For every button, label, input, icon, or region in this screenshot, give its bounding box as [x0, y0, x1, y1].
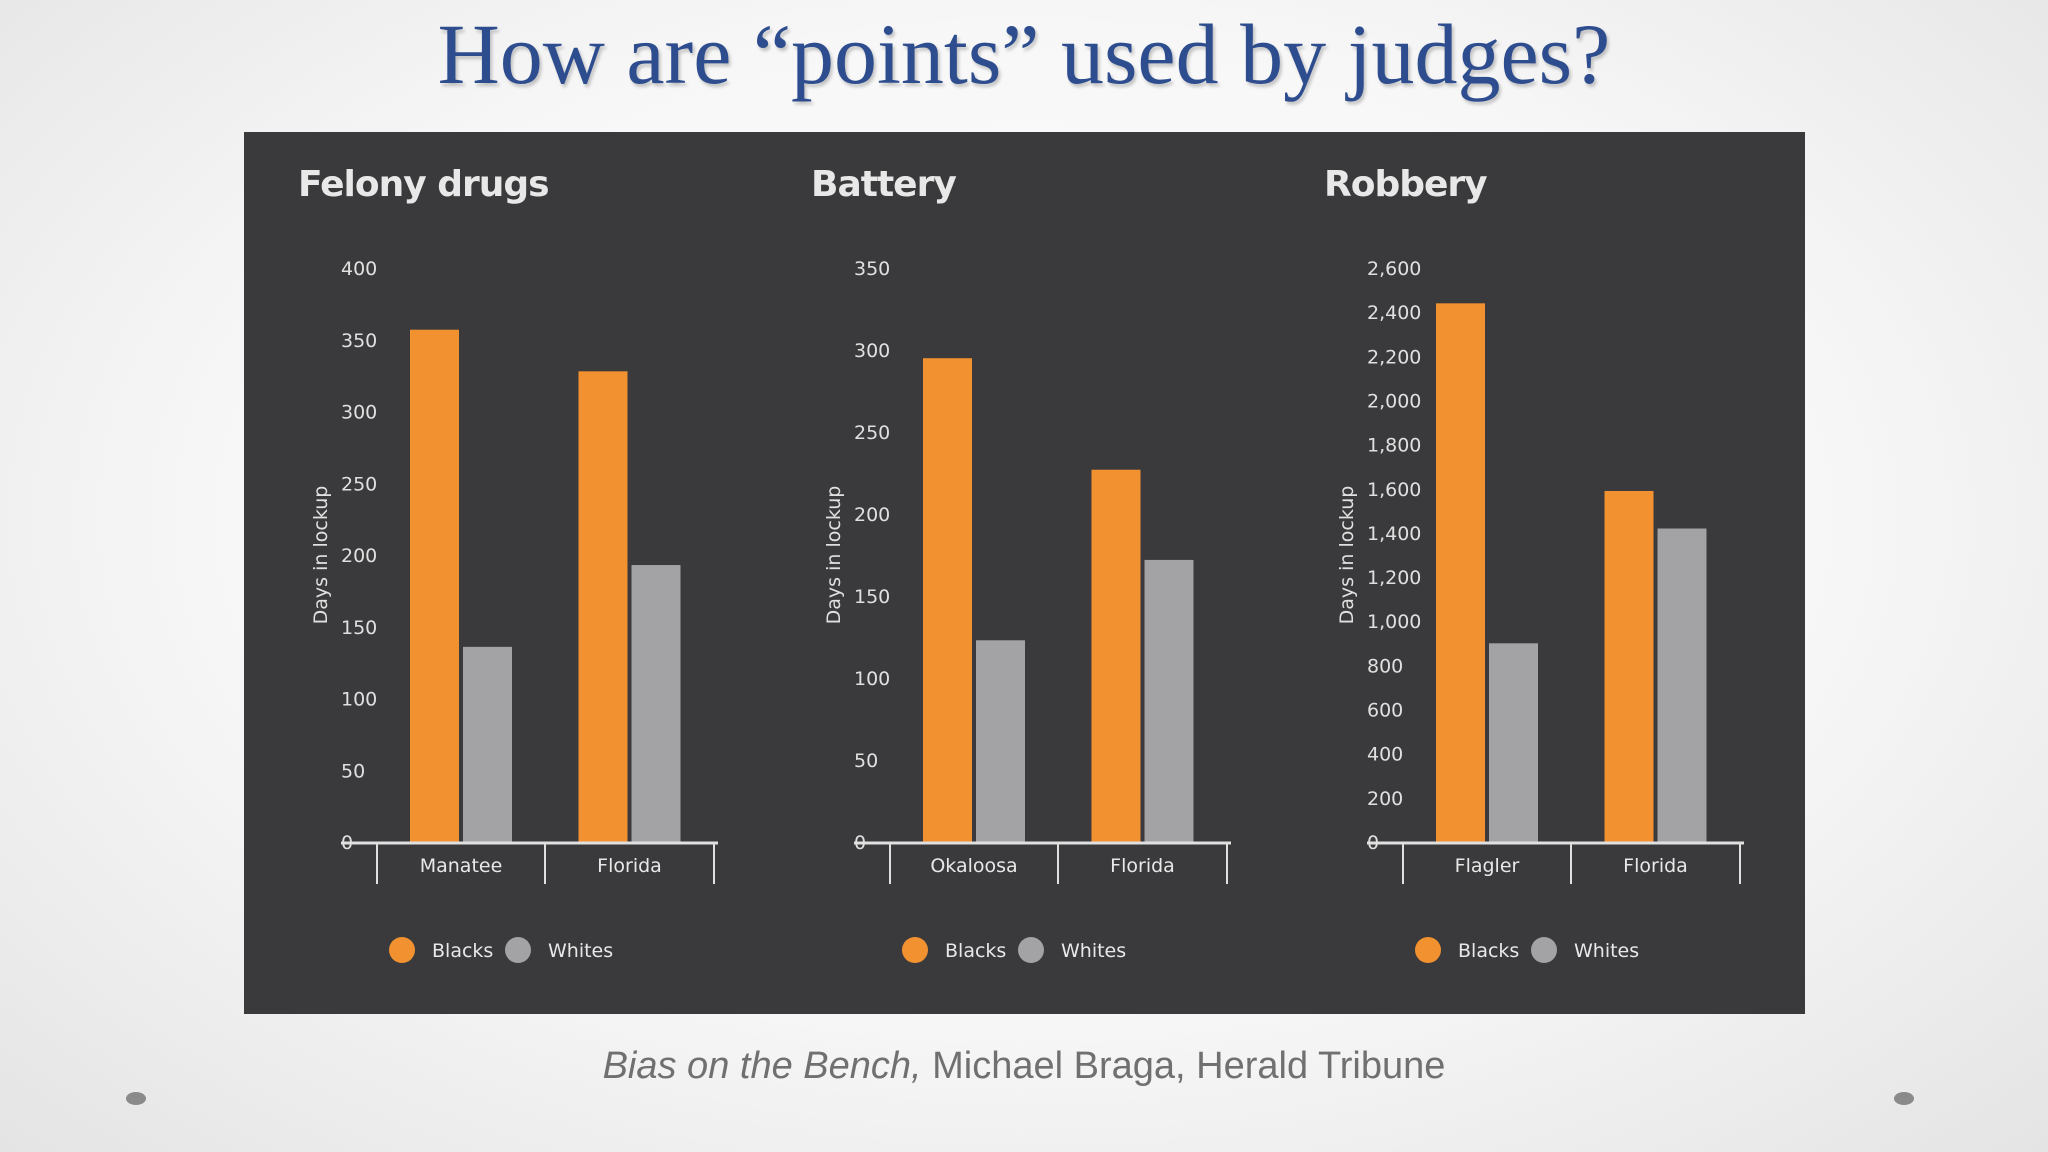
right-slide-dot — [1894, 1092, 1914, 1105]
legend-label-whites: Whites — [548, 940, 613, 962]
y-tick-label: 50 — [854, 750, 878, 772]
bar-whites-manatee — [463, 646, 512, 842]
y-tick-label: 600 — [1367, 700, 1403, 722]
y-tick-label: 250 — [341, 473, 377, 495]
x-category-label: Florida — [597, 855, 662, 877]
legend-label-blacks: Blacks — [432, 940, 493, 962]
chart-title: Robbery — [1324, 164, 1487, 205]
y-tick-label: 2,400 — [1367, 302, 1421, 324]
y-tick-label: 350 — [341, 330, 377, 352]
bar-blacks-florida — [1091, 469, 1141, 842]
bar-whites-florida — [1657, 528, 1707, 842]
y-tick-label: 400 — [341, 258, 377, 280]
legend-marker-whites — [505, 937, 531, 963]
source-caption: Bias on the Bench, Michael Braga, Herald… — [0, 1045, 2048, 1088]
y-tick-label: 100 — [341, 689, 377, 711]
bar-blacks-florida — [578, 371, 628, 842]
y-tick-label: 300 — [341, 402, 377, 424]
x-category-label: Manatee — [420, 855, 503, 877]
chart-panel: Felony drugs Days in lockup 0 50 100 150 200 25… — [244, 132, 1805, 1014]
x-category-label: Okaloosa — [930, 855, 1017, 877]
legend-marker-blacks — [902, 937, 928, 963]
y-tick-label: 350 — [854, 258, 890, 280]
y-tick-label: 800 — [1367, 655, 1403, 677]
legend-label-whites: Whites — [1061, 940, 1126, 962]
y-tick-label: 2,000 — [1367, 390, 1421, 412]
chart-title: Felony drugs — [298, 164, 549, 205]
y-tick-label: 1,000 — [1367, 611, 1421, 633]
x-category-label: Florida — [1110, 855, 1175, 877]
caption-italic: Bias on the Bench, — [602, 1045, 922, 1087]
y-tick-label: 200 — [1367, 788, 1403, 810]
bar-whites-florida — [1144, 559, 1194, 842]
y-tick-label: 300 — [854, 340, 890, 362]
y-tick-label: 50 — [341, 760, 365, 782]
y-tick-label: 100 — [854, 668, 890, 690]
chart-title: Battery — [811, 164, 956, 205]
y-tick-label: 250 — [854, 422, 890, 444]
y-tick-label: 2,200 — [1367, 346, 1421, 368]
y-tick-label: 2,600 — [1367, 258, 1421, 280]
y-tick-label: 1,800 — [1367, 435, 1421, 457]
y-axis-label: Days in lockup — [823, 486, 845, 625]
bar-blacks-okaloosa — [923, 358, 972, 842]
caption-rest: Michael Braga, Herald Tribune — [921, 1045, 1446, 1087]
y-tick-label: 200 — [854, 504, 890, 526]
legend-marker-whites — [1018, 937, 1044, 963]
x-category-label: Flagler — [1455, 855, 1520, 877]
bar-whites-okaloosa — [976, 640, 1025, 842]
bar-whites-flagler — [1489, 643, 1538, 842]
x-category-label: Florida — [1623, 855, 1688, 877]
bar-blacks-manatee — [410, 329, 459, 842]
slide-title: How are “points” used by judges? — [437, 6, 1611, 102]
y-tick-label: 1,400 — [1367, 523, 1421, 545]
y-axis-label: Days in lockup — [310, 486, 332, 625]
y-tick-label: 200 — [341, 545, 377, 567]
bar-blacks-florida — [1604, 490, 1654, 842]
y-tick-label: 400 — [1367, 744, 1403, 766]
y-axis-label: Days in lockup — [1336, 486, 1358, 625]
y-tick-label: 1,600 — [1367, 479, 1421, 501]
bar-blacks-flagler — [1436, 303, 1485, 842]
y-tick-label: 150 — [341, 617, 377, 639]
legend-label-whites: Whites — [1574, 940, 1639, 962]
y-tick-label: 1,200 — [1367, 567, 1421, 589]
legend-label-blacks: Blacks — [1458, 940, 1519, 962]
legend-marker-blacks — [389, 937, 415, 963]
y-tick-label: 150 — [854, 586, 890, 608]
legend-marker-whites — [1531, 937, 1557, 963]
left-slide-dot — [126, 1092, 146, 1105]
legend-marker-blacks — [1415, 937, 1441, 963]
bar-whites-florida — [631, 565, 681, 842]
legend-label-blacks: Blacks — [945, 940, 1006, 962]
